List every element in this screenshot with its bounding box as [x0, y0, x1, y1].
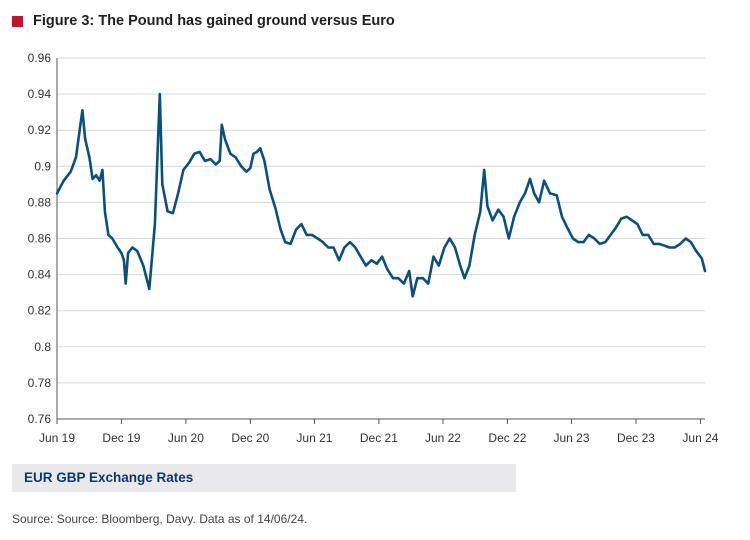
title-marker — [12, 15, 23, 27]
x-tick-label: Dec 20 — [231, 431, 269, 445]
axis-layer — [56, 58, 705, 424]
y-tick-label: 0.78 — [28, 376, 52, 390]
source-note: Source: Source: Bloomberg, Davy. Data as… — [12, 512, 308, 526]
y-tick-label: 0.88 — [28, 195, 52, 209]
x-tick-label: Jun 23 — [554, 431, 590, 445]
x-tick-labels: Jun 19 Dec 19 Jun 20 Dec 20 Jun 21 Dec 21 Jun … — [39, 431, 719, 445]
chart-caption: EUR GBP Exchange Rates — [24, 470, 194, 485]
y-tick-label: 0.84 — [28, 268, 52, 282]
caption-bar: EUR GBP Exchange Rates — [12, 464, 516, 492]
x-tick-label: Dec 23 — [617, 431, 655, 445]
x-tick-label: Jun 20 — [168, 431, 204, 445]
series-layer — [55, 92, 707, 298]
y-tick-label: 0.96 — [28, 51, 52, 65]
figure-title: Figure 3: The Pound has gained ground ve… — [33, 13, 395, 29]
x-tick-label: Jun 24 — [682, 431, 718, 445]
y-tick-label: 0.76 — [28, 412, 52, 426]
y-tick-label: 0.9 — [34, 159, 51, 173]
x-tick-label: Jun 22 — [425, 431, 461, 445]
y-tick-label: 0.92 — [28, 123, 52, 137]
y-tick-label: 0.82 — [28, 304, 52, 318]
y-tick-labels: 0.76 0.78 0.8 0.82 0.84 0.86 0.88 0.9 0.92 0.94 0.… — [28, 51, 52, 426]
figure-title-row: Figure 3: The Pound has gained ground ve… — [12, 10, 395, 32]
x-tick-label: Dec 21 — [360, 431, 398, 445]
y-tick-label: 0.94 — [28, 87, 52, 101]
x-tick-label: Dec 22 — [488, 431, 526, 445]
y-tick-label: 0.86 — [28, 232, 52, 246]
exchange-rate-chart: 0.76 0.78 0.8 0.82 0.84 0.86 0.88 0.9 0.92 0.94 0.… — [28, 51, 719, 445]
x-tick-label: Jun 19 — [39, 431, 75, 445]
eurgbp-series-line — [55, 92, 707, 298]
x-tick-label: Dec 19 — [102, 431, 140, 445]
y-tick-label: 0.8 — [34, 340, 51, 354]
x-tick-label: Jun 21 — [296, 431, 332, 445]
